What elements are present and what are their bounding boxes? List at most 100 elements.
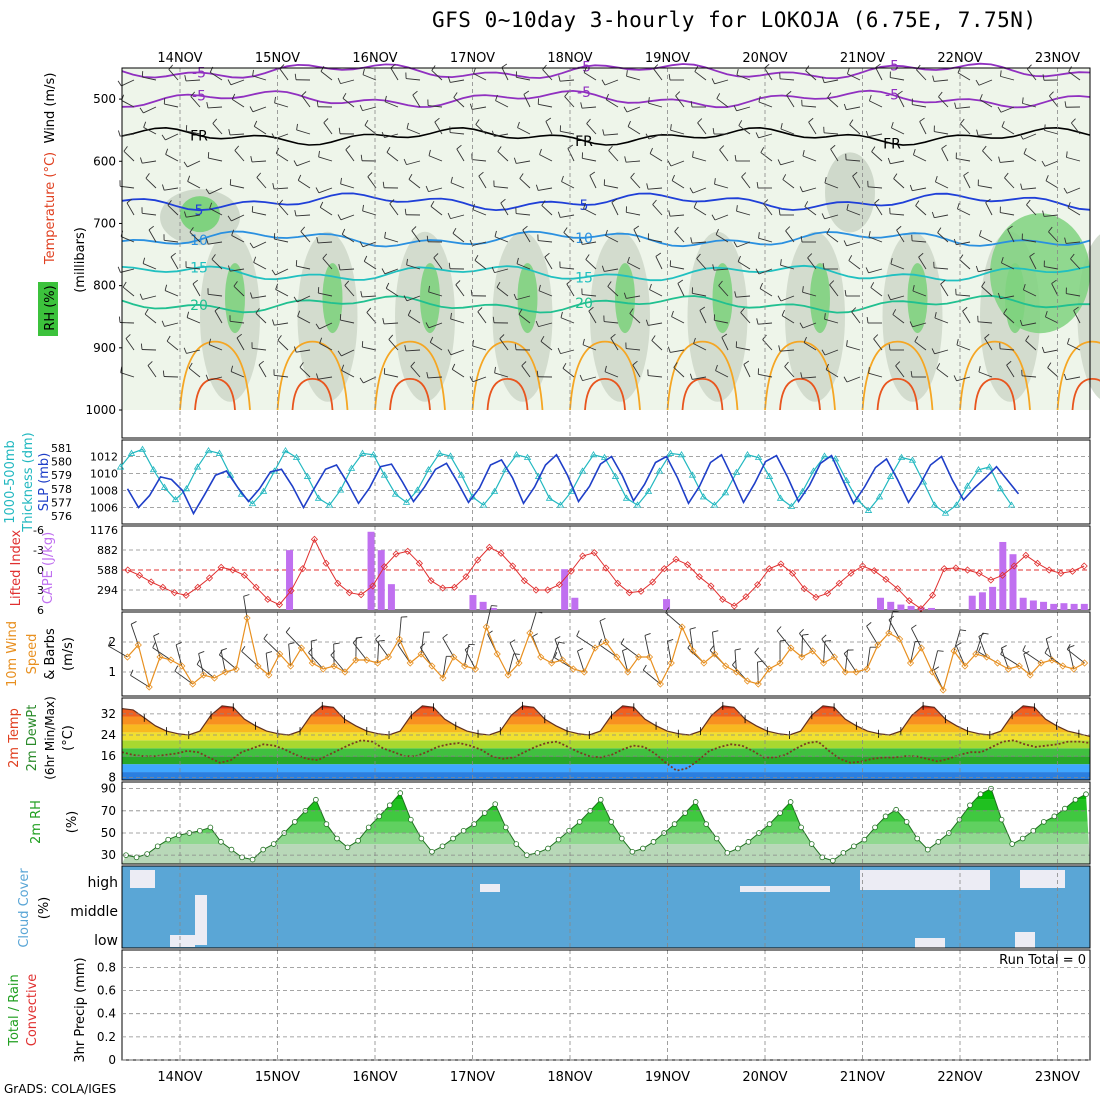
wind-barb <box>403 295 408 302</box>
cape-bar <box>887 601 895 610</box>
wind-barb <box>430 206 443 216</box>
day-label-top: 19NOV <box>645 51 690 66</box>
isotherm <box>121 192 1091 212</box>
panel-border <box>121 525 1091 611</box>
rh-point <box>218 839 224 845</box>
wind-barb <box>671 316 685 324</box>
li-tick-label: -3 <box>33 544 44 557</box>
wind-barb <box>522 225 528 231</box>
wind-barb <box>338 264 341 271</box>
rh-point <box>935 839 942 845</box>
rh-point <box>165 836 171 843</box>
wind-barb <box>544 256 553 270</box>
wind-speed-point <box>874 641 882 649</box>
wind-barb <box>426 235 429 242</box>
wind-barb <box>956 203 960 210</box>
wind-speed-point <box>330 662 338 670</box>
thickness-point <box>380 471 389 478</box>
li-point <box>217 563 225 571</box>
thickness-point <box>809 467 818 474</box>
wind-barb <box>252 160 267 163</box>
wind-barb <box>560 130 575 135</box>
cape-bar <box>907 605 915 610</box>
chart-title: GFS 0~10day 3-hourly for LOKOJA (6.75E, … <box>432 8 1037 32</box>
wind-barb <box>982 632 989 635</box>
wind-barb <box>274 187 289 190</box>
clear-patch <box>740 886 830 892</box>
wind-barb <box>1023 153 1037 162</box>
pressure-tick-label: 700 <box>93 216 116 230</box>
wind-barb <box>184 75 187 82</box>
wind-barb <box>1070 253 1075 260</box>
wind-barb <box>152 642 156 648</box>
rh-band <box>122 788 1090 800</box>
wind-barb <box>473 67 476 74</box>
clear-patch <box>130 870 155 888</box>
wind-barb <box>846 159 861 162</box>
thickness-point <box>600 453 609 460</box>
wind-barb <box>1041 346 1045 353</box>
wind-barb <box>130 621 137 625</box>
rh-point <box>239 854 245 861</box>
wind-speed-point <box>591 644 599 652</box>
wind-barb <box>554 639 563 661</box>
li-point <box>1068 567 1077 575</box>
wind-barb <box>231 93 236 100</box>
wind-speed-point <box>167 656 175 664</box>
rh-band <box>122 799 1090 811</box>
wind-barb <box>931 650 939 673</box>
wind-barb <box>651 335 656 341</box>
wind-speed-point <box>819 659 828 667</box>
wind-speed-point <box>406 659 414 667</box>
wind-barb <box>689 187 694 194</box>
wind-barb <box>381 268 386 275</box>
wind-barb <box>1064 237 1067 244</box>
rh-point <box>1009 841 1015 847</box>
thickness-point <box>479 501 488 508</box>
wind-barb <box>274 102 289 108</box>
wind-barb <box>406 160 421 166</box>
wind-barb <box>1066 241 1081 244</box>
clear-patch <box>170 935 195 947</box>
wind-barb <box>363 255 368 262</box>
rh-point <box>144 851 150 857</box>
cape-bar <box>1019 597 1027 610</box>
wind-barb <box>478 171 484 177</box>
wind-barb <box>367 172 373 177</box>
wind-barb <box>785 226 791 232</box>
wind-barb <box>689 627 696 630</box>
wind-barb <box>936 368 949 378</box>
thickness-point <box>644 487 653 494</box>
cape-bar <box>1040 601 1048 610</box>
thickness-point <box>765 472 774 479</box>
wind-barb <box>738 120 743 126</box>
wind-barb <box>982 145 987 152</box>
day-label-bottom: 20NOV <box>742 1070 787 1085</box>
wind-barb <box>407 309 412 316</box>
rh-point <box>777 810 783 816</box>
rh-point <box>313 796 319 803</box>
temp-tick-label: 32 <box>101 707 116 721</box>
isotherm <box>121 294 1091 314</box>
wind-speed-point <box>276 650 284 658</box>
wind-barb <box>607 281 612 287</box>
wind-barb <box>241 650 259 667</box>
wind-barb <box>544 252 550 258</box>
wind-barb <box>871 151 883 162</box>
wind-barb <box>165 148 169 155</box>
wind-barb <box>960 118 965 125</box>
wind-barb <box>1022 650 1042 664</box>
wind-barb <box>1045 180 1059 189</box>
wind-barb <box>139 107 144 114</box>
wind-barb <box>734 291 737 298</box>
wind-barb <box>120 236 135 243</box>
thickness-tick-label: 578 <box>51 483 72 496</box>
thickness-tick-label: 576 <box>51 510 72 523</box>
wind-barb <box>667 346 671 353</box>
wind-barb <box>963 171 969 176</box>
wind-barb <box>243 594 250 597</box>
wind-barb <box>670 124 672 131</box>
wind-barb <box>827 97 839 108</box>
wind-barb <box>938 96 949 108</box>
